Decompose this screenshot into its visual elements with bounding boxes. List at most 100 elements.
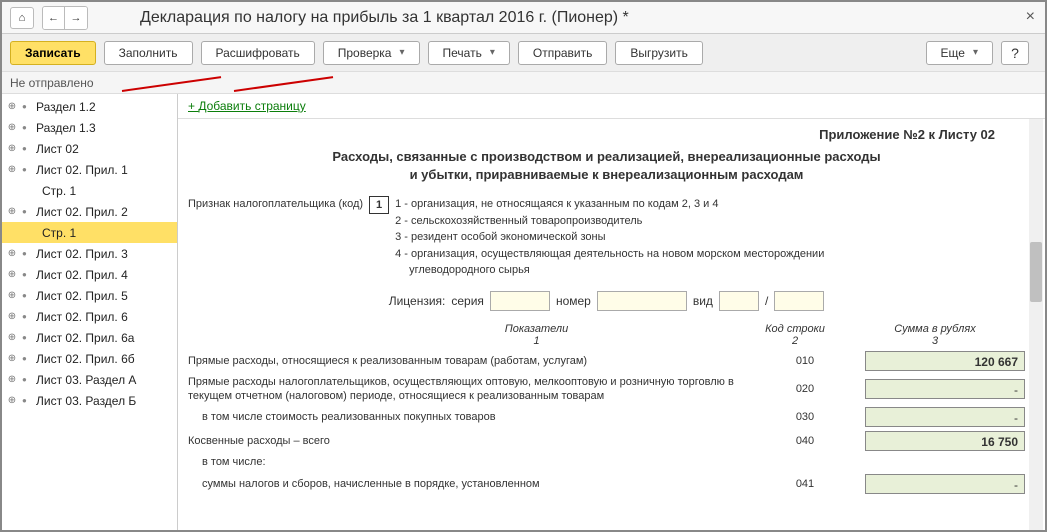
- data-row: суммы налогов и сборов, начисленные в по…: [188, 474, 1025, 494]
- legend-line: углеводородного сырья: [395, 262, 824, 279]
- more-button[interactable]: Еще: [926, 41, 993, 65]
- col-sum-num: 3: [845, 335, 1025, 347]
- sidebar-item-label: Лист 02. Прил. 6б: [36, 352, 135, 366]
- fill-button[interactable]: Заполнить: [104, 41, 193, 65]
- bullet-icon: ●: [22, 123, 32, 132]
- data-rows: Прямые расходы, относящиеся к реализован…: [188, 351, 1025, 494]
- export-button[interactable]: Выгрузить: [615, 41, 703, 65]
- sidebar-section-item[interactable]: ⊕●Лист 03. Раздел Б: [2, 390, 177, 411]
- sidebar-item-label: Лист 03. Раздел А: [36, 373, 136, 387]
- data-row: в том числе:: [188, 455, 1025, 469]
- window-title: Декларация по налогу на прибыль за 1 ква…: [140, 9, 629, 27]
- forward-button[interactable]: →: [65, 7, 87, 29]
- close-button[interactable]: ×: [1026, 8, 1035, 26]
- col-sum: Сумма в рублях 3: [845, 323, 1025, 347]
- expand-icon[interactable]: ⊕: [6, 101, 18, 112]
- taxpayer-code-box[interactable]: 1: [369, 196, 389, 214]
- license-number-input[interactable]: [597, 291, 687, 311]
- sidebar-section-item[interactable]: ⊕●Лист 02. Прил. 2: [2, 201, 177, 222]
- license-row: Лицензия: серия номер вид /: [188, 291, 1025, 311]
- row-code: 041: [775, 478, 835, 490]
- expand-icon[interactable]: ⊕: [6, 395, 18, 406]
- expand-icon[interactable]: ⊕: [6, 332, 18, 343]
- expand-icon[interactable]: ⊕: [6, 206, 18, 217]
- license-type-input[interactable]: [719, 291, 759, 311]
- sidebar[interactable]: ⊕●Раздел 1.2⊕●Раздел 1.3⊕●Лист 02⊕●Лист …: [2, 94, 178, 530]
- row-label: Прямые расходы, относящиеся к реализован…: [188, 354, 775, 368]
- sidebar-page-item[interactable]: Стр. 1: [2, 180, 177, 201]
- save-button[interactable]: Записать: [10, 41, 96, 65]
- bullet-icon: ●: [22, 333, 32, 342]
- expand-icon[interactable]: ⊕: [6, 122, 18, 133]
- title-line-1: Расходы, связанные с производством и реа…: [228, 148, 985, 166]
- expand-icon[interactable]: ⊕: [6, 143, 18, 154]
- title-line-2: и убытки, приравниваемые к внереализацио…: [228, 166, 985, 184]
- help-button[interactable]: ?: [1001, 41, 1029, 65]
- sidebar-item-label: Лист 02. Прил. 6: [36, 310, 128, 324]
- col-code-num: 2: [745, 335, 845, 347]
- sidebar-section-item[interactable]: ⊕●Лист 02. Прил. 4: [2, 264, 177, 285]
- sidebar-section-item[interactable]: ⊕ ● Лист 02. Прил. 6б: [2, 348, 177, 369]
- sidebar-section-item[interactable]: ⊕●Лист 02. Прил. 6а: [2, 327, 177, 348]
- license-series-label: серия: [451, 294, 484, 308]
- expand-icon[interactable]: ⊕: [6, 248, 18, 259]
- sidebar-section-item[interactable]: ⊕●Лист 03. Раздел А: [2, 369, 177, 390]
- title-bar: ⌂ ← → Декларация по налогу на прибыль за…: [2, 2, 1045, 34]
- check-button[interactable]: Проверка: [323, 41, 420, 65]
- expand-icon[interactable]: ⊕: [6, 164, 18, 175]
- toolbar-right: Еще ?: [926, 41, 1037, 65]
- bullet-icon: ●: [22, 102, 32, 111]
- sidebar-page-item[interactable]: Стр. 1: [2, 222, 177, 243]
- sidebar-section-item[interactable]: ⊕ ● Раздел 1.3: [2, 117, 177, 138]
- row-label: в том числе:: [188, 455, 1025, 469]
- scrollbar-thumb[interactable]: [1030, 242, 1042, 302]
- sidebar-item-label: Лист 02. Прил. 5: [36, 289, 128, 303]
- home-button[interactable]: ⌂: [10, 7, 34, 29]
- row-code: 020: [775, 383, 835, 395]
- row-value-input[interactable]: [865, 379, 1025, 399]
- license-extra-input[interactable]: [774, 291, 824, 311]
- nav-group: ← →: [42, 6, 88, 30]
- row-label: Косвенные расходы – всего: [188, 434, 775, 448]
- sidebar-item-label: Раздел 1.3: [36, 121, 96, 135]
- content-pane: Добавить страницу Приложение №2 к Листу …: [178, 94, 1045, 530]
- vertical-scrollbar[interactable]: [1029, 119, 1043, 530]
- expand-icon[interactable]: ⊕: [6, 269, 18, 280]
- license-series-input[interactable]: [490, 291, 550, 311]
- sidebar-section-item[interactable]: ⊕●Лист 02. Прил. 1: [2, 159, 177, 180]
- license-number-label: номер: [556, 294, 591, 308]
- add-page-link[interactable]: Добавить страницу: [188, 99, 306, 113]
- expand-icon[interactable]: ⊕: [6, 290, 18, 301]
- bullet-icon: ●: [22, 354, 32, 363]
- row-value-input[interactable]: [865, 474, 1025, 494]
- bullet-icon: ●: [22, 270, 32, 279]
- sidebar-section-item[interactable]: ⊕ ● Лист 02. Прил. 6: [2, 306, 177, 327]
- send-button[interactable]: Отправить: [518, 41, 608, 65]
- row-value-input[interactable]: [865, 407, 1025, 427]
- appendix-label: Приложение №2 к Листу 02: [188, 127, 1025, 142]
- decode-button[interactable]: Расшифровать: [201, 41, 315, 65]
- row-label: Прямые расходы налогоплательщиков, осуще…: [188, 375, 775, 404]
- print-button[interactable]: Печать: [428, 41, 510, 65]
- expand-icon[interactable]: ⊕: [6, 311, 18, 322]
- row-value-input[interactable]: 120 667: [865, 351, 1025, 371]
- sidebar-item-label: Лист 02. Прил. 1: [36, 163, 128, 177]
- expand-icon[interactable]: ⊕: [6, 374, 18, 385]
- document-area[interactable]: Приложение №2 к Листу 02 Расходы, связан…: [178, 119, 1045, 530]
- row-value-input[interactable]: 16 750: [865, 431, 1025, 451]
- bullet-icon: ●: [22, 207, 32, 216]
- sidebar-section-item[interactable]: ⊕●Лист 02. Прил. 3: [2, 243, 177, 264]
- row-label: суммы налогов и сборов, начисленные в по…: [188, 477, 775, 491]
- col-code: Код строки 2: [745, 323, 845, 347]
- row-code: 040: [775, 435, 835, 447]
- sidebar-section-item[interactable]: ⊕ ● Лист 02. Прил. 5: [2, 285, 177, 306]
- bullet-icon: ●: [22, 291, 32, 300]
- expand-icon[interactable]: ⊕: [6, 353, 18, 364]
- bullet-icon: ●: [22, 312, 32, 321]
- sidebar-section-item[interactable]: ⊕●Лист 02: [2, 138, 177, 159]
- sidebar-section-item[interactable]: ⊕●Раздел 1.2: [2, 96, 177, 117]
- table-header-row: Показатели 1 Код строки 2 Сумма в рублях…: [188, 323, 1025, 347]
- sidebar-item-label: Стр. 1: [42, 184, 76, 198]
- data-row: Прямые расходы, относящиеся к реализован…: [188, 351, 1025, 371]
- back-button[interactable]: ←: [43, 7, 65, 29]
